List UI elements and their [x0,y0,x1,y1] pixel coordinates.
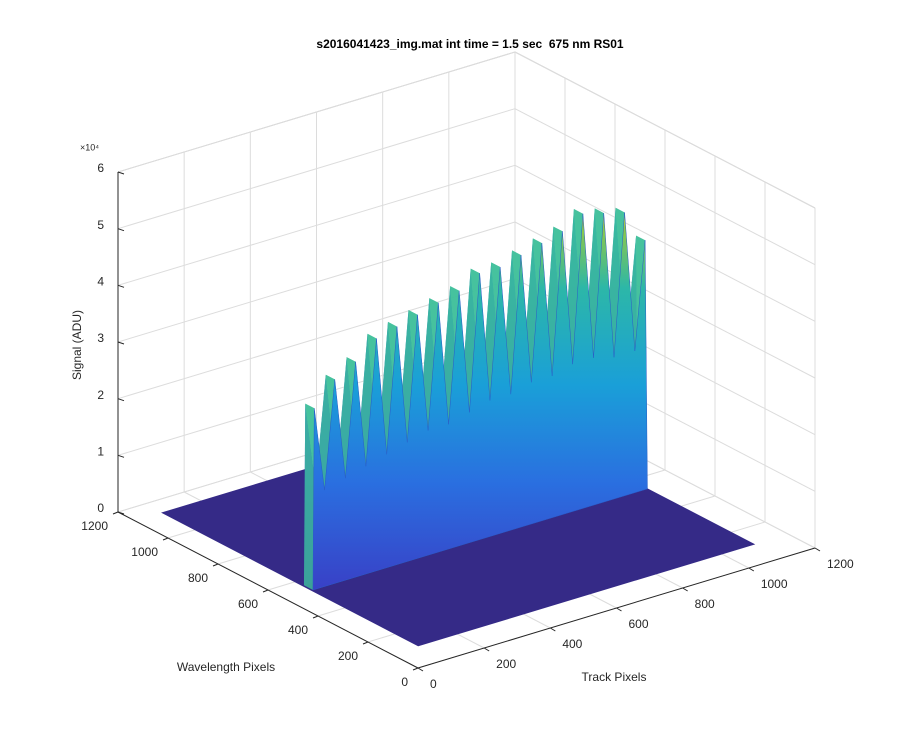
x-tick [550,627,556,632]
chart-title: s2016041423_img.mat int time = 1.5 sec 6… [316,37,624,51]
x-tick-label: 600 [629,617,649,631]
y-tick [162,537,169,541]
z-tick-label: 3 [97,331,104,345]
grid-line [117,221,516,343]
y-tick [212,563,219,567]
y-tick [262,589,269,593]
y-tick-label: 600 [238,597,258,611]
signal-front [312,212,648,591]
x-tick [814,547,821,552]
x-tick-label: 1000 [761,577,788,591]
y-tick-label: 1200 [81,519,108,533]
y-tick-label: 400 [288,623,308,637]
x-tick-label: 800 [695,597,715,611]
y-tick [412,667,419,671]
x-tick [417,667,424,672]
y-tick [362,641,369,645]
z-tick [117,511,125,515]
y-tick [312,615,319,619]
grid-line [117,108,516,230]
axes: 0200400600800100012000200400600800100012… [81,161,854,691]
grid-line [117,164,516,286]
x-tick-label: 400 [562,637,582,651]
x-axis-label: Track Pixels [582,670,647,684]
z-tick-label: 6 [97,161,104,175]
x-tick-label: 0 [430,677,437,691]
y-tick-label: 0 [401,675,408,689]
z-tick [117,398,125,402]
z-tick-label: 0 [97,501,104,515]
grid-line [514,51,816,209]
x-tick [682,587,688,592]
grid-line [514,108,816,266]
z-tick [117,171,125,175]
z-tick [117,284,125,288]
z-tick-label: 4 [97,275,104,289]
plot-area [161,207,756,647]
z-tick-label: 2 [97,388,104,402]
z-axis-label: Signal (ADU) [70,310,84,380]
x-tick [748,567,755,572]
x-tick-label: 200 [496,657,516,671]
x-tick [616,607,622,612]
z-tick [117,454,125,458]
grid-line [514,164,816,322]
z-exponent: ×10⁴ [80,142,99,152]
y-tick-label: 200 [338,649,358,663]
y-axis-label: Wavelength Pixels [177,660,275,674]
y-tick-label: 1000 [131,545,158,559]
x-tick-label: 1200 [827,557,854,571]
x-tick [483,647,490,652]
z-tick [117,228,125,232]
z-tick-label: 5 [97,218,104,232]
z-tick-label: 1 [97,445,104,459]
grid-line [117,278,516,400]
grid-line [117,51,516,173]
z-tick [117,341,125,345]
y-tick [112,511,119,515]
y-tick-label: 800 [188,571,208,585]
grid-line [514,221,816,379]
